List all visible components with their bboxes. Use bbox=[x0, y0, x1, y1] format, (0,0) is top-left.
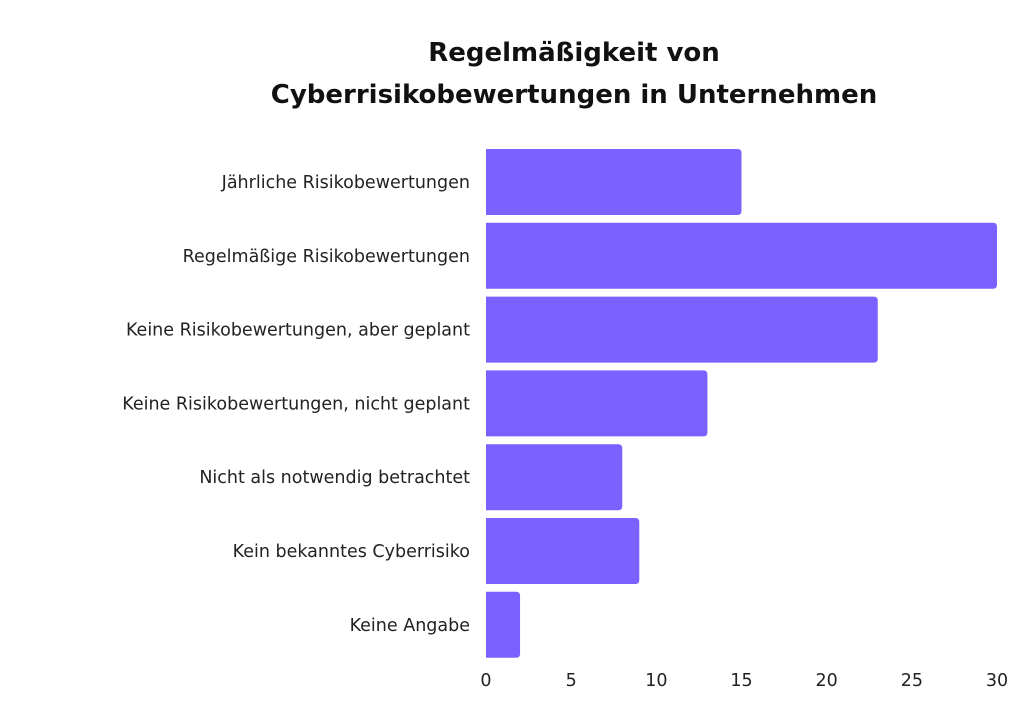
category-label: Kein bekanntes Cyberrisiko bbox=[233, 542, 470, 562]
x-tick-label: 15 bbox=[730, 671, 752, 691]
bar bbox=[486, 222, 997, 289]
x-tick-label: 10 bbox=[645, 671, 667, 691]
bar bbox=[486, 370, 708, 437]
x-tick-label: 25 bbox=[901, 671, 923, 691]
bar bbox=[486, 149, 742, 215]
category-label: Keine Risikobewertungen, aber geplant bbox=[126, 321, 470, 341]
x-tick-label: 0 bbox=[480, 671, 491, 691]
category-label: Keine Angabe bbox=[350, 616, 470, 636]
bar bbox=[486, 518, 640, 584]
chart-title-line-1: Regelmäßigkeit von bbox=[428, 38, 720, 68]
bar bbox=[486, 444, 623, 511]
category-label: Regelmäßige Risikobewertungen bbox=[183, 247, 470, 267]
x-tick-label: 5 bbox=[566, 671, 577, 691]
category-label: Jährliche Risikobewertungen bbox=[221, 173, 470, 193]
chart-title-line-2: Cyberrisikobewertungen in Unternehmen bbox=[270, 80, 878, 110]
x-tick-label: 30 bbox=[986, 671, 1008, 691]
category-label: Keine Risikobewertungen, nicht geplant bbox=[122, 394, 470, 414]
bar bbox=[486, 591, 521, 658]
bar bbox=[486, 296, 878, 363]
x-tick-label: 20 bbox=[816, 671, 838, 691]
chart-title: Regelmäßigkeit von Cyberrisikobewertunge… bbox=[0, 32, 1024, 116]
category-label: Nicht als notwendig betrachtet bbox=[199, 468, 470, 488]
